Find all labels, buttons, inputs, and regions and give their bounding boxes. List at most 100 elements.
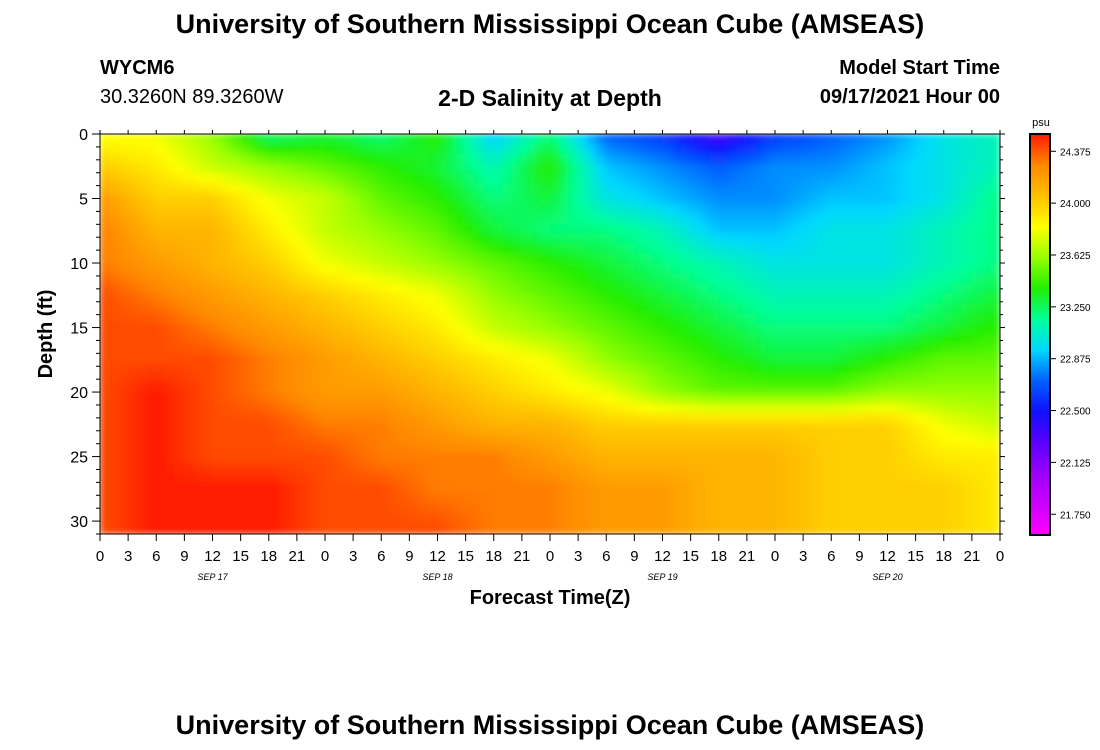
heatmap-cell [830, 163, 842, 175]
heatmap-cell [258, 453, 270, 465]
heatmap-cell [362, 153, 373, 165]
heatmap-cell [605, 443, 617, 455]
heatmap-cell [605, 373, 617, 385]
heatmap-cell [943, 143, 954, 155]
heatmap-cell [652, 273, 663, 285]
heatmap-cell [924, 313, 935, 325]
heatmap-cell [868, 143, 879, 155]
heatmap-cell [568, 183, 579, 195]
heatmap-cell [952, 443, 963, 455]
heatmap-cell [643, 353, 654, 365]
heatmap-cell [765, 333, 776, 345]
heatmap-cell [287, 483, 298, 495]
heatmap-cell [830, 443, 842, 455]
heatmap-cell [915, 163, 926, 175]
heatmap-cell [708, 353, 720, 365]
heatmap-cell [427, 513, 438, 525]
heatmap-cell [530, 273, 542, 285]
heatmap-cell [165, 443, 176, 455]
heatmap-cell [268, 263, 279, 275]
heatmap-cell [146, 233, 157, 245]
heatmap-cell [108, 493, 120, 505]
heatmap-cell [530, 193, 542, 205]
heatmap-cell [371, 213, 382, 225]
heatmap-cell [183, 223, 195, 235]
heatmap-cell [699, 503, 710, 515]
heatmap-cell [446, 163, 457, 175]
heatmap-cell [352, 453, 363, 465]
heatmap-cell [596, 143, 607, 155]
heatmap-cell [746, 433, 757, 445]
heatmap-cell [352, 493, 363, 505]
heatmap-cell [802, 423, 813, 435]
heatmap-cell [174, 503, 185, 515]
heatmap-cell [587, 173, 598, 185]
heatmap-cell [437, 233, 448, 245]
heatmap-cell [821, 513, 832, 525]
heatmap-cell [933, 393, 945, 405]
heatmap-cell [558, 493, 570, 505]
heatmap-cell [502, 403, 513, 415]
heatmap-cell [905, 153, 917, 165]
heatmap-cell [868, 243, 879, 255]
heatmap-cell [324, 203, 335, 215]
heatmap-cell [849, 153, 860, 165]
heatmap-cell [652, 163, 663, 175]
heatmap-cell [737, 473, 748, 485]
heatmap-cell [455, 293, 467, 305]
heatmap-cell [830, 493, 842, 505]
heatmap-cell [877, 263, 888, 275]
heatmap-cell [437, 493, 448, 505]
heatmap-cell [858, 403, 870, 415]
heatmap-cell [755, 473, 767, 485]
heatmap-cell [718, 363, 729, 375]
heatmap-cell [212, 213, 223, 225]
heatmap-cell [821, 203, 832, 215]
heatmap-cell [962, 463, 973, 475]
heatmap-cell [437, 243, 448, 255]
heatmap-cell [755, 293, 767, 305]
heatmap-cell [624, 153, 635, 165]
heatmap-cell [596, 493, 607, 505]
heatmap-cell [596, 193, 607, 205]
heatmap-cell [212, 293, 223, 305]
heatmap-cell [146, 134, 157, 145]
heatmap-cell [980, 323, 992, 335]
heatmap-cell [296, 243, 307, 255]
heatmap-cell [362, 483, 373, 495]
heatmap-cell [296, 273, 307, 285]
heatmap-cell [193, 213, 204, 225]
heatmap-cell [155, 513, 167, 525]
heatmap-cell [549, 203, 560, 215]
heatmap-cell [877, 383, 888, 395]
heatmap-cell [990, 373, 1000, 385]
heatmap-cell [502, 343, 513, 355]
heatmap-cell [915, 453, 926, 465]
heatmap-cell [849, 333, 860, 345]
heatmap-cell [680, 353, 692, 365]
heatmap-cell [502, 243, 513, 255]
heatmap-cell [287, 403, 298, 415]
heatmap-cell [633, 383, 645, 395]
heatmap-cell [830, 423, 842, 435]
heatmap-cell [577, 513, 588, 525]
heatmap-cell [258, 403, 270, 415]
heatmap-cell [343, 383, 354, 395]
x-axis-label: Forecast Time(Z) [470, 587, 631, 609]
heatmap-cell [568, 483, 579, 495]
heatmap-cell [596, 503, 607, 515]
heatmap-cell [737, 513, 748, 525]
heatmap-cell [558, 253, 570, 265]
heatmap-cell [380, 143, 392, 155]
heatmap-cell [296, 263, 307, 275]
heatmap-cell [812, 443, 823, 455]
heatmap-cell [755, 413, 767, 425]
heatmap-cell [137, 193, 148, 205]
heatmap-cell [315, 473, 326, 485]
heatmap-cell [343, 453, 354, 465]
heatmap-cell [774, 163, 785, 175]
heatmap-cell [596, 483, 607, 495]
heatmap-cell [896, 193, 907, 205]
heatmap-cell [708, 343, 720, 355]
heatmap-cell [699, 253, 710, 265]
